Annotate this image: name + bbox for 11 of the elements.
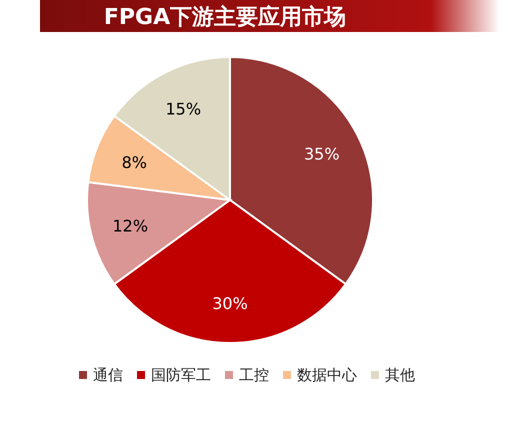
legend-label: 工控: [239, 366, 269, 384]
chart-title: FPGA下游主要应用市场: [104, 4, 346, 30]
legend-label: 其他: [385, 366, 415, 384]
legend-label: 国防军工: [151, 366, 211, 384]
data-label: 8%: [122, 153, 147, 172]
legend-label: 数据中心: [297, 366, 357, 384]
data-label: 30%: [212, 294, 248, 313]
data-label: 35%: [304, 144, 340, 164]
legend-label: 通信: [93, 366, 123, 384]
data-label: 12%: [112, 216, 148, 236]
data-label: 15%: [165, 99, 202, 118]
